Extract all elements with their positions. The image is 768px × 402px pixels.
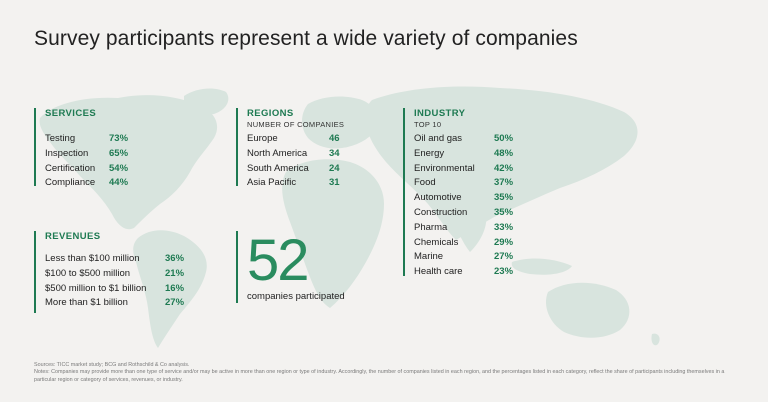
industry-label: Health care	[414, 266, 463, 278]
industry-row: Chemicals 29%	[414, 236, 513, 251]
revenues-label: Less than $100 million	[45, 253, 140, 264]
services-panel: SERVICES Testing 73% Inspection 65% Cert…	[34, 108, 128, 188]
services-value: 44%	[109, 177, 129, 189]
revenues-value: 36%	[165, 253, 185, 264]
industry-subheading: TOP 10	[414, 120, 442, 129]
services-value: 73%	[109, 133, 129, 144]
sources-note: Sources: TICC market study; BCG and Roth…	[34, 362, 190, 368]
revenues-value: 21%	[165, 267, 185, 279]
services-row: Testing 73%	[45, 132, 128, 147]
industry-label: Environmental	[414, 162, 475, 174]
industry-row: Health care 23%	[414, 265, 513, 280]
industry-row: Oil and gas 50%	[414, 132, 513, 147]
participant-count: 52	[247, 228, 310, 293]
revenues-value: 16%	[165, 282, 185, 294]
revenues-row: Less than $100 million 36%	[45, 252, 184, 267]
industry-label: Automotive	[414, 192, 462, 204]
services-value: 65%	[109, 147, 129, 159]
regions-heading: REGIONS	[247, 108, 294, 119]
page-title: Survey participants represent a wide var…	[34, 27, 578, 50]
notes-text: Notes: Companies may provide more than o…	[34, 369, 725, 383]
industry-value: 29%	[494, 236, 514, 248]
regions-row: Asia Pacific 31	[247, 176, 344, 191]
industry-row: Pharma 33%	[414, 221, 513, 236]
services-label: Testing	[45, 133, 76, 144]
regions-value: 34	[329, 147, 340, 159]
industry-row: Marine 27%	[414, 250, 513, 265]
regions-label: Asia Pacific	[247, 177, 297, 189]
services-row: Certification 54%	[45, 162, 128, 177]
new-zealand-shape	[651, 333, 660, 346]
regions-value: 46	[329, 133, 340, 144]
services-row: Compliance 44%	[45, 176, 128, 191]
regions-row: North America 34	[247, 147, 344, 162]
regions-label: South America	[247, 162, 309, 174]
north-america-shape	[39, 95, 218, 230]
regions-subheading: NUMBER OF COMPANIES	[247, 120, 345, 129]
revenues-row: $100 to $500 million 21%	[45, 267, 184, 282]
revenues-panel: REVENUES Less than $100 million 36% $100…	[34, 231, 184, 313]
industry-value: 27%	[494, 251, 514, 263]
services-label: Certification	[45, 162, 96, 174]
revenues-label: $100 to $500 million	[45, 267, 131, 279]
footnotes: Sources: TICC market study; BCG and Roth…	[34, 362, 734, 384]
asia-shape	[365, 86, 638, 240]
africa-shape	[282, 159, 384, 308]
revenues-value: 27%	[165, 297, 185, 309]
services-value: 54%	[109, 162, 129, 174]
services-label: Compliance	[45, 177, 96, 189]
regions-value: 24	[329, 162, 340, 174]
industry-label: Chemicals	[414, 236, 459, 248]
services-label: Inspection	[45, 147, 89, 159]
industry-row: Automotive 35%	[414, 191, 513, 206]
services-row: Inspection 65%	[45, 147, 128, 162]
industry-row: Environmental 42%	[414, 162, 513, 177]
indonesia-shape	[511, 258, 572, 275]
regions-label: Europe	[247, 133, 278, 144]
revenues-row: More than $1 billion 27%	[45, 296, 184, 311]
revenues-label: More than $1 billion	[45, 297, 128, 309]
greenland-shape	[184, 88, 229, 115]
industry-label: Marine	[414, 251, 444, 263]
industry-heading: INDUSTRY	[414, 108, 466, 119]
industry-value: 37%	[494, 177, 514, 189]
industry-value: 50%	[494, 133, 514, 144]
participant-caption: companies participated	[247, 291, 345, 302]
south-america-shape	[133, 230, 207, 348]
regions-row: Europe 46	[247, 132, 344, 147]
europe-shape	[302, 96, 379, 149]
industry-panel: INDUSTRY TOP 10 Oil and gas 50% Energy 4…	[403, 108, 513, 277]
industry-label: Construction	[414, 206, 468, 218]
industry-label: Energy	[414, 147, 445, 159]
industry-value: 48%	[494, 147, 514, 159]
industry-row: Food 37%	[414, 176, 513, 191]
regions-label: North America	[247, 147, 308, 159]
industry-value: 23%	[494, 266, 514, 278]
industry-value: 42%	[494, 162, 514, 174]
revenues-row: $500 million to $1 billion 16%	[45, 282, 184, 297]
revenues-heading: REVENUES	[45, 231, 101, 242]
industry-value: 35%	[494, 192, 514, 204]
services-heading: SERVICES	[45, 108, 97, 119]
industry-value: 33%	[494, 221, 514, 233]
revenues-label: $500 million to $1 billion	[45, 282, 147, 294]
regions-panel: REGIONS NUMBER OF COMPANIES Europe 46 No…	[236, 108, 345, 188]
industry-label: Food	[414, 177, 436, 189]
regions-row: South America 24	[247, 162, 344, 177]
regions-value: 31	[329, 177, 340, 189]
industry-label: Oil and gas	[414, 133, 463, 144]
industry-label: Pharma	[414, 221, 448, 233]
participants-panel: 52 companies participated	[236, 231, 345, 303]
india-shape	[452, 198, 487, 252]
australia-shape	[545, 282, 630, 338]
industry-row: Construction 35%	[414, 206, 513, 221]
industry-value: 35%	[494, 206, 514, 218]
industry-row: Energy 48%	[414, 147, 513, 162]
